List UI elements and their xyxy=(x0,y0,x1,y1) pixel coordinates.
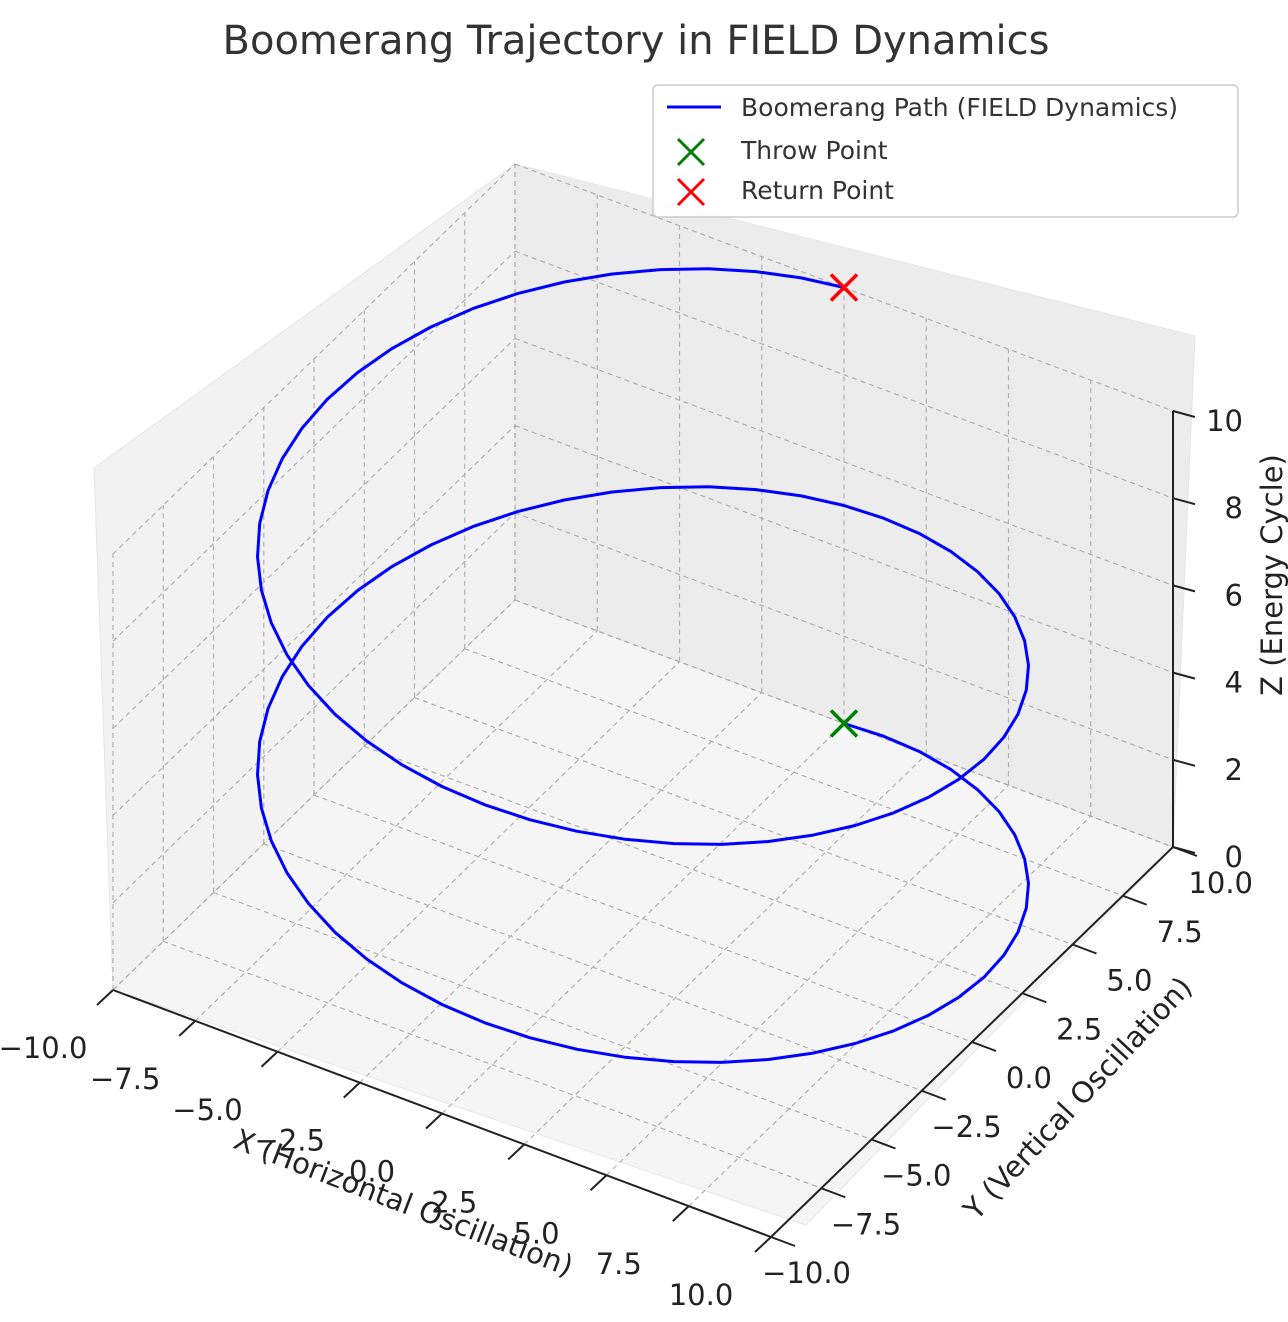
return-point-marker-stroke-b xyxy=(829,273,859,302)
legend-throw-marker xyxy=(676,137,706,167)
x-tick-mark-0 xyxy=(96,989,114,1006)
floor-grid-x-6 xyxy=(606,784,1009,1176)
y-tick-mark-0 xyxy=(770,1236,796,1247)
xpane-grid-z-1 xyxy=(514,512,1174,761)
floor-grid-y-7 xyxy=(464,648,1123,897)
z-tick-mark-3 xyxy=(1172,584,1196,593)
y-tick-mark-1 xyxy=(820,1187,846,1199)
x-tick-mark-7 xyxy=(672,1205,690,1222)
z-tick-label-1: 2 xyxy=(1225,753,1243,787)
tick-labels: −10.0−7.5−5.0−2.50.02.55.07.510.0−10.0−7… xyxy=(0,404,1253,1312)
y-tick-label-6: 5.0 xyxy=(1106,964,1152,998)
ypane-grid-z-5 xyxy=(112,163,516,555)
panes xyxy=(93,163,1196,1226)
return-point-marker xyxy=(829,273,859,302)
y-tick-label-3: −2.5 xyxy=(931,1110,1001,1144)
ypane-grid-z-3 xyxy=(112,337,516,729)
x-tick-label-1: −7.5 xyxy=(90,1062,160,1096)
y-tick-mark-6 xyxy=(1072,943,1097,955)
x-tick-label-3: −2.5 xyxy=(255,1124,325,1158)
ypane-grid-z-1 xyxy=(112,512,516,904)
x-tick-mark-2 xyxy=(260,1051,279,1068)
y-tick-label-7: 7.5 xyxy=(1157,915,1203,949)
ypane-grid-z-0 xyxy=(112,599,516,991)
floor-grid-y-1 xyxy=(163,940,822,1189)
x-tick-mark-6 xyxy=(589,1174,608,1191)
floor-grid-x-5 xyxy=(523,753,927,1145)
x-axis-label: X (Horizontal Oscillation) xyxy=(229,1122,578,1283)
legend-return-marker xyxy=(676,177,706,207)
z-tick-mark-5 xyxy=(1172,410,1196,418)
ypane-grid-z-4 xyxy=(112,250,516,642)
z-tick-mark-4 xyxy=(1172,497,1196,506)
boomerang-path-line xyxy=(256,267,1030,1064)
floor-grid-y-6 xyxy=(414,696,1073,946)
legend-label-return: Return Point xyxy=(741,176,894,205)
legend: Boomerang Path (FIELD Dynamics) Throw Po… xyxy=(652,84,1239,218)
z-tick-mark-1 xyxy=(1172,758,1196,767)
chart-title: Boomerang Trajectory in FIELD Dynamics xyxy=(223,18,1050,64)
x-tick-mark-4 xyxy=(425,1112,443,1130)
x-tick-label-6: 5.0 xyxy=(513,1216,559,1250)
y-tick-label-4: 0.0 xyxy=(1006,1061,1052,1095)
floor-grid-y-3 xyxy=(263,843,922,1092)
xpane-grid-z-4 xyxy=(514,250,1174,499)
y-tick-mark-7 xyxy=(1122,894,1148,906)
floor-grid-x-1 xyxy=(194,630,598,1022)
z-tick-label-4: 8 xyxy=(1225,491,1243,525)
xpane-grid-z-2 xyxy=(514,425,1174,674)
x-tick-label-8: 10.0 xyxy=(669,1278,734,1312)
y-tick-mark-3 xyxy=(921,1089,947,1101)
legend-label-path: Boomerang Path (FIELD Dynamics) xyxy=(741,93,1178,122)
floor-grid-y-5 xyxy=(364,745,1023,994)
x-tick-label-2: −5.0 xyxy=(172,1093,242,1127)
y-tick-label-0: −10.0 xyxy=(762,1256,851,1290)
y-tick-mark-5 xyxy=(1021,992,1047,1004)
z-tick-label-0: 0 xyxy=(1225,840,1243,874)
y-tick-label-5: 2.5 xyxy=(1056,1012,1102,1046)
x-tick-mark-1 xyxy=(178,1020,196,1037)
axes xyxy=(96,410,1198,1253)
x-tick-mark-8 xyxy=(754,1236,772,1253)
y-tick-label-2: −5.0 xyxy=(881,1159,951,1193)
x-tick-mark-5 xyxy=(507,1143,525,1161)
y-tick-mark-4 xyxy=(971,1041,997,1052)
x-tick-label-7: 7.5 xyxy=(596,1247,642,1281)
throw-point-marker xyxy=(829,709,859,738)
y-tick-label-8: 10.0 xyxy=(1188,866,1253,900)
y-tick-label-1: −7.5 xyxy=(831,1207,901,1241)
xpane-grid-z-3 xyxy=(514,337,1174,586)
x-tick-mark-3 xyxy=(343,1081,361,1099)
x-tick-label-0: −10.0 xyxy=(0,1031,87,1065)
legend-box xyxy=(652,84,1239,218)
x-tick-label-4: 0.0 xyxy=(349,1155,395,1189)
throw-point-marker-stroke-b xyxy=(829,709,859,738)
floor-grid-y-4 xyxy=(313,794,973,1043)
y-tick-mark-2 xyxy=(871,1138,896,1150)
plot-area xyxy=(256,267,1030,1064)
legend-label-throw: Throw Point xyxy=(740,136,888,165)
ypane-grid-z-2 xyxy=(112,425,516,817)
z-tick-label-2: 4 xyxy=(1225,666,1243,700)
z-tick-label-3: 6 xyxy=(1225,578,1243,612)
z-axis-label: Z (Energy Cycle) xyxy=(1255,454,1288,696)
x-tick-label-5: 2.5 xyxy=(431,1185,477,1219)
z-tick-mark-0 xyxy=(1172,846,1196,854)
z-tick-mark-2 xyxy=(1172,671,1196,680)
z-tick-label-5: 10 xyxy=(1206,404,1243,438)
floor-grid-y-2 xyxy=(213,891,872,1141)
